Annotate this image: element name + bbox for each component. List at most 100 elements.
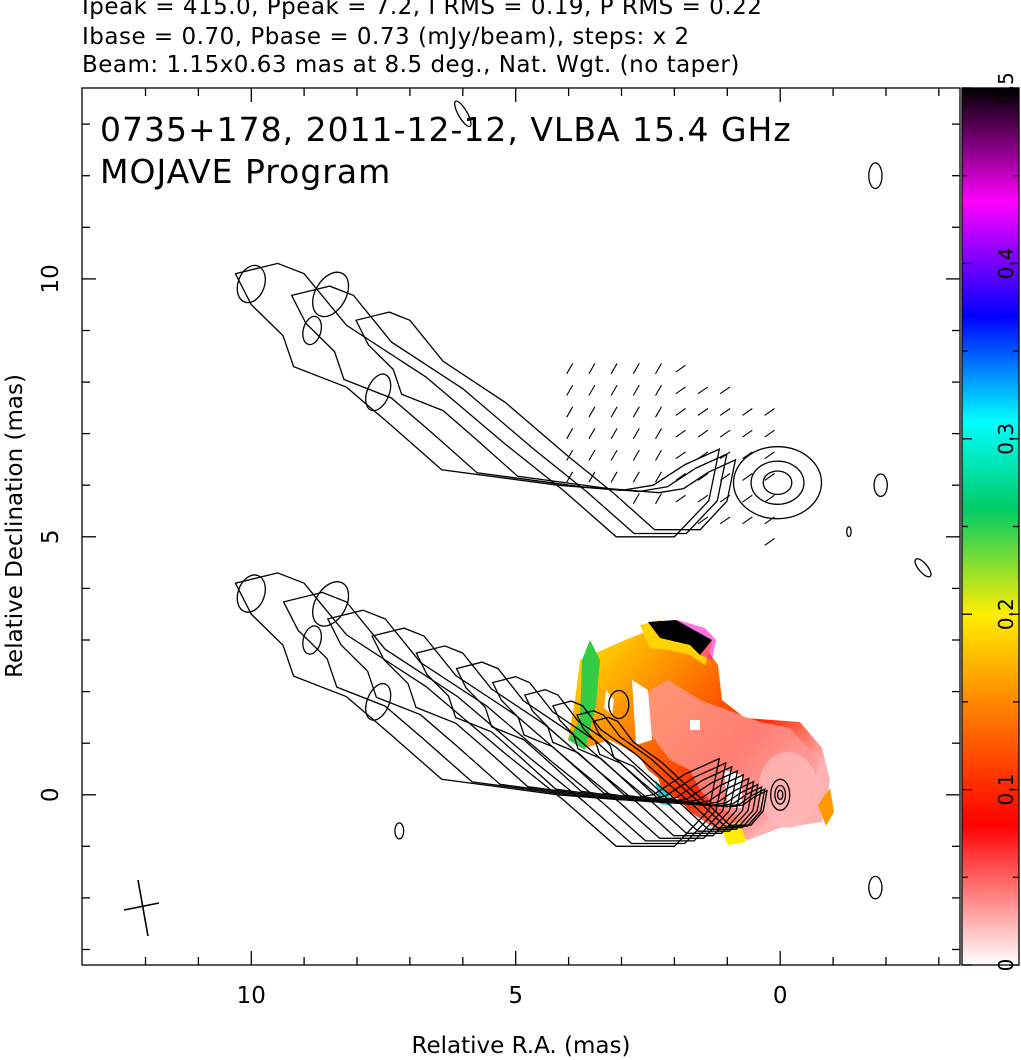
evpa-vector xyxy=(742,408,753,416)
evpa-vector xyxy=(675,494,686,503)
knot-contour xyxy=(608,689,630,720)
axis-ticks xyxy=(82,88,960,965)
evpa-vector xyxy=(675,429,686,438)
evpa-vector xyxy=(719,429,731,438)
y-tick-label: 5 xyxy=(38,529,64,544)
noise-contour-7 xyxy=(873,473,888,498)
beam-marker xyxy=(123,879,160,937)
x-tick-label: 5 xyxy=(508,983,523,1009)
polarization-contour-3 xyxy=(355,311,737,531)
evpa-vector xyxy=(675,364,686,373)
noise-contour-3 xyxy=(302,315,323,346)
evpa-vector xyxy=(697,408,709,416)
evpa-vector xyxy=(655,428,662,440)
evpa-vector xyxy=(697,429,709,438)
plot-frame xyxy=(81,87,961,966)
evpa-vector xyxy=(719,451,731,460)
evpa-vector xyxy=(588,428,596,440)
evpa-vector xyxy=(610,384,618,396)
evpa-vector xyxy=(610,406,618,418)
evpa-vector xyxy=(566,471,574,483)
evpa-vector xyxy=(742,516,753,525)
noise-contours xyxy=(236,100,932,900)
evpa-vector xyxy=(632,384,640,396)
evpa-vector xyxy=(588,384,596,396)
evpa-vector xyxy=(742,451,753,460)
evpa-vector xyxy=(764,429,775,438)
stokes-i-contours xyxy=(234,572,791,847)
x-tick-label: 10 xyxy=(237,983,266,1009)
evpa-vector xyxy=(742,494,753,503)
colorbar-tick-label: 0.4 xyxy=(994,247,1018,279)
evpa-vector xyxy=(719,473,731,481)
noise-contour-10 xyxy=(312,581,350,627)
core-contour-2 xyxy=(774,784,787,805)
noise-contour-4 xyxy=(365,373,392,412)
noise-contour-1 xyxy=(236,264,266,304)
evpa-vector xyxy=(655,449,662,461)
noise-contour-9 xyxy=(236,574,266,613)
evpa-vector xyxy=(697,473,709,481)
evpa-vectors xyxy=(566,363,775,546)
polarization-contours xyxy=(234,262,823,538)
evpa-vector xyxy=(588,449,596,461)
x-axis-label: Relative R.A. (mas) xyxy=(412,1033,631,1059)
evpa-vector xyxy=(632,406,640,418)
evpa-vector xyxy=(764,494,775,503)
evpa-vector xyxy=(742,429,753,438)
evpa-vector xyxy=(719,494,731,503)
evpa-vector xyxy=(697,386,709,395)
noise-contour-12 xyxy=(365,682,392,721)
chart-title: 0735+178, 2011-12-12, VLBA 15.4 GHz xyxy=(100,110,792,149)
evpa-vector xyxy=(566,428,574,440)
noise-contour-14 xyxy=(868,875,883,900)
evpa-vector xyxy=(675,408,686,416)
evpa-vector xyxy=(742,473,753,481)
core-contour-3 xyxy=(776,789,784,801)
evpa-vector xyxy=(764,473,775,481)
x-tick-label: 0 xyxy=(773,983,788,1009)
polarization-contour-1 xyxy=(234,262,721,538)
evpa-vector xyxy=(610,428,618,440)
evpa-vector xyxy=(632,493,640,505)
colorbar-tick-label: 0.2 xyxy=(994,598,1018,630)
polarization-core-contour-3 xyxy=(762,470,793,496)
evpa-vector xyxy=(566,406,574,418)
y-axis-label: Relative Declination (mas) xyxy=(2,374,28,678)
evpa-vector xyxy=(697,516,709,525)
evpa-vector xyxy=(655,384,662,396)
evpa-vector xyxy=(610,449,618,461)
colorbar-ticks xyxy=(962,87,1019,966)
evpa-vector xyxy=(632,471,640,483)
chart-subtitle: MOJAVE Program xyxy=(100,152,392,191)
evpa-vector xyxy=(697,494,709,503)
header-line-2: Ibase = 0.70, Pbase = 0.73 (mJy/beam), s… xyxy=(82,24,690,50)
evpa-vector xyxy=(655,471,662,483)
noise-contour-5 xyxy=(454,100,472,128)
colorbar-tick-label: 0.3 xyxy=(994,423,1018,455)
noise-contour-6 xyxy=(868,162,883,190)
evpa-vector xyxy=(719,386,731,395)
evpa-vector xyxy=(588,406,596,418)
evpa-vector xyxy=(566,363,574,375)
colorbar xyxy=(962,88,1019,965)
colorbar-tick-label: 0.1 xyxy=(994,774,1018,806)
y-tick-label: 0 xyxy=(38,787,64,802)
evpa-vector xyxy=(675,473,686,481)
evpa-vector xyxy=(632,363,640,375)
evpa-vector xyxy=(566,449,574,461)
evpa-vector xyxy=(610,363,618,375)
colorbar-tick-label: 0 xyxy=(994,959,1018,972)
colorbar-tick-label: 0.5 xyxy=(994,72,1018,104)
noise-contour-8 xyxy=(846,526,852,538)
evpa-vector xyxy=(632,449,640,461)
axis-labels: 10 5 0 0 5 10 Relative R.A. (mas) Relative Decl… xyxy=(2,72,1018,1059)
header-line-3: Beam: 1.15x0.63 mas at 8.5 deg., Nat. Wg… xyxy=(82,52,740,78)
evpa-vector xyxy=(764,408,775,416)
evpa-vector xyxy=(610,471,618,483)
evpa-vector xyxy=(566,384,574,396)
evpa-vector xyxy=(675,451,686,460)
stokes-i-contour-11 xyxy=(592,716,768,826)
y-tick-label: 10 xyxy=(38,264,64,293)
